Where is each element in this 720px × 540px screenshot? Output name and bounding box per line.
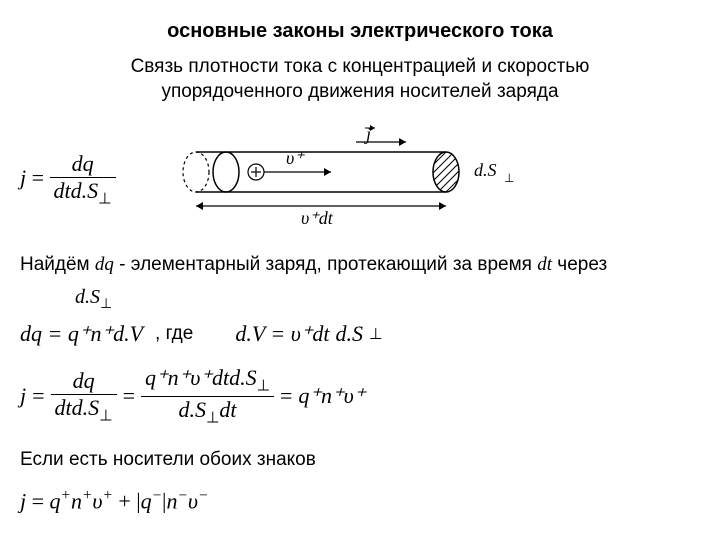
f3-f2-num-perp: ⊥ <box>257 378 270 395</box>
find-mid: - элементарный заряд, протекающий за вре… <box>114 254 537 275</box>
f1-den: dtd.S⊥ <box>50 178 116 208</box>
dS-standalone: d.S⊥ <box>75 286 705 313</box>
find-dq-line: Найдём dq - элементарный заряд, протекаю… <box>20 254 705 276</box>
find-dq: dq <box>95 254 114 275</box>
f3-f1-den-perp: ⊥ <box>99 407 112 424</box>
f3-f1-den-dt: dt <box>55 395 72 420</box>
f3-rhs: q⁺n⁺υ⁺ <box>298 383 365 409</box>
f3-f2-den-dt: dt <box>219 397 236 422</box>
f3-f2-den-dS: d.S <box>178 397 206 422</box>
if-both-signs: Если есть носители обоих знаков <box>20 449 705 471</box>
find-prefix: Найдём <box>20 254 95 275</box>
dS-perp: ⊥ <box>100 297 112 312</box>
dS-d: d.S <box>75 286 100 308</box>
diagram-dS-perp: ⊥ <box>504 171 514 185</box>
f3-f2-den: d.S⊥dt <box>141 397 274 427</box>
f3-f1-den: dtd.S⊥ <box>51 395 117 425</box>
f2-rhs-left: d.V = υ⁺dt <box>235 321 329 347</box>
f3-f1-den-dS: d.S <box>72 395 100 420</box>
diagram-vdt-label: υ⁺dt <box>301 208 334 228</box>
formula-j-both: j = q+n+υ+ + |q−|n−υ− <box>20 487 705 514</box>
f1-den-dt: dt <box>54 178 71 203</box>
subtitle-line2: упорядоченного движения носителей заряда <box>161 81 558 102</box>
f2-rhs-dS: d.S <box>336 321 364 347</box>
row-formula-diagram: j = dq dtd.S⊥ <box>15 124 705 234</box>
f3-f1-num: dq <box>51 368 117 395</box>
formula-j-definition: j = dq dtd.S⊥ <box>20 151 116 208</box>
f2-gde: , где <box>155 323 193 345</box>
f2-rhs-perp: ⊥ <box>369 325 382 344</box>
diagram-dS-label: d.S <box>474 160 497 180</box>
f1-lhs: j <box>20 164 26 189</box>
f3-f2-num: q⁺n⁺υ⁺dtd.S⊥ <box>141 365 274 396</box>
f3-f2-num-dS: d.S <box>229 365 257 390</box>
find-suffix: через <box>552 254 607 275</box>
formula-j-chain: j = dq dtd.S⊥ = q⁺n⁺υ⁺dtd.S⊥ d.S⊥dt = q⁺… <box>20 365 705 427</box>
diagram-j-label: j <box>364 124 371 144</box>
f1-den-dS: d.S <box>71 178 99 203</box>
f4-text: j = q+n+υ+ + |q−|n−υ− <box>20 487 208 514</box>
f3-lhs: j <box>20 383 26 409</box>
find-dt: dt <box>537 254 552 275</box>
diagram-vplus-label: υ⁺ <box>286 148 305 168</box>
f2-lhs: dq = q⁺n⁺d.V <box>20 321 143 347</box>
formula-dq: dq = q⁺n⁺d.V , где d.V = υ⁺dt d.S ⊥ <box>20 321 705 347</box>
f3-f2-num-main: q⁺n⁺υ⁺dt <box>145 365 229 390</box>
page-subtitle: Связь плотности тока с концентрацией и с… <box>15 55 705 104</box>
subtitle-line1: Связь плотности тока с концентрацией и с… <box>131 56 590 77</box>
cylinder-diagram: j υ⁺ υ⁺dt d.S ⊥ <box>156 124 526 234</box>
f1-num: dq <box>50 151 116 178</box>
f1-den-perp: ⊥ <box>98 190 111 207</box>
f3-f2-den-perp: ⊥ <box>206 409 219 426</box>
page-title: основные законы электрического тока <box>15 20 705 43</box>
